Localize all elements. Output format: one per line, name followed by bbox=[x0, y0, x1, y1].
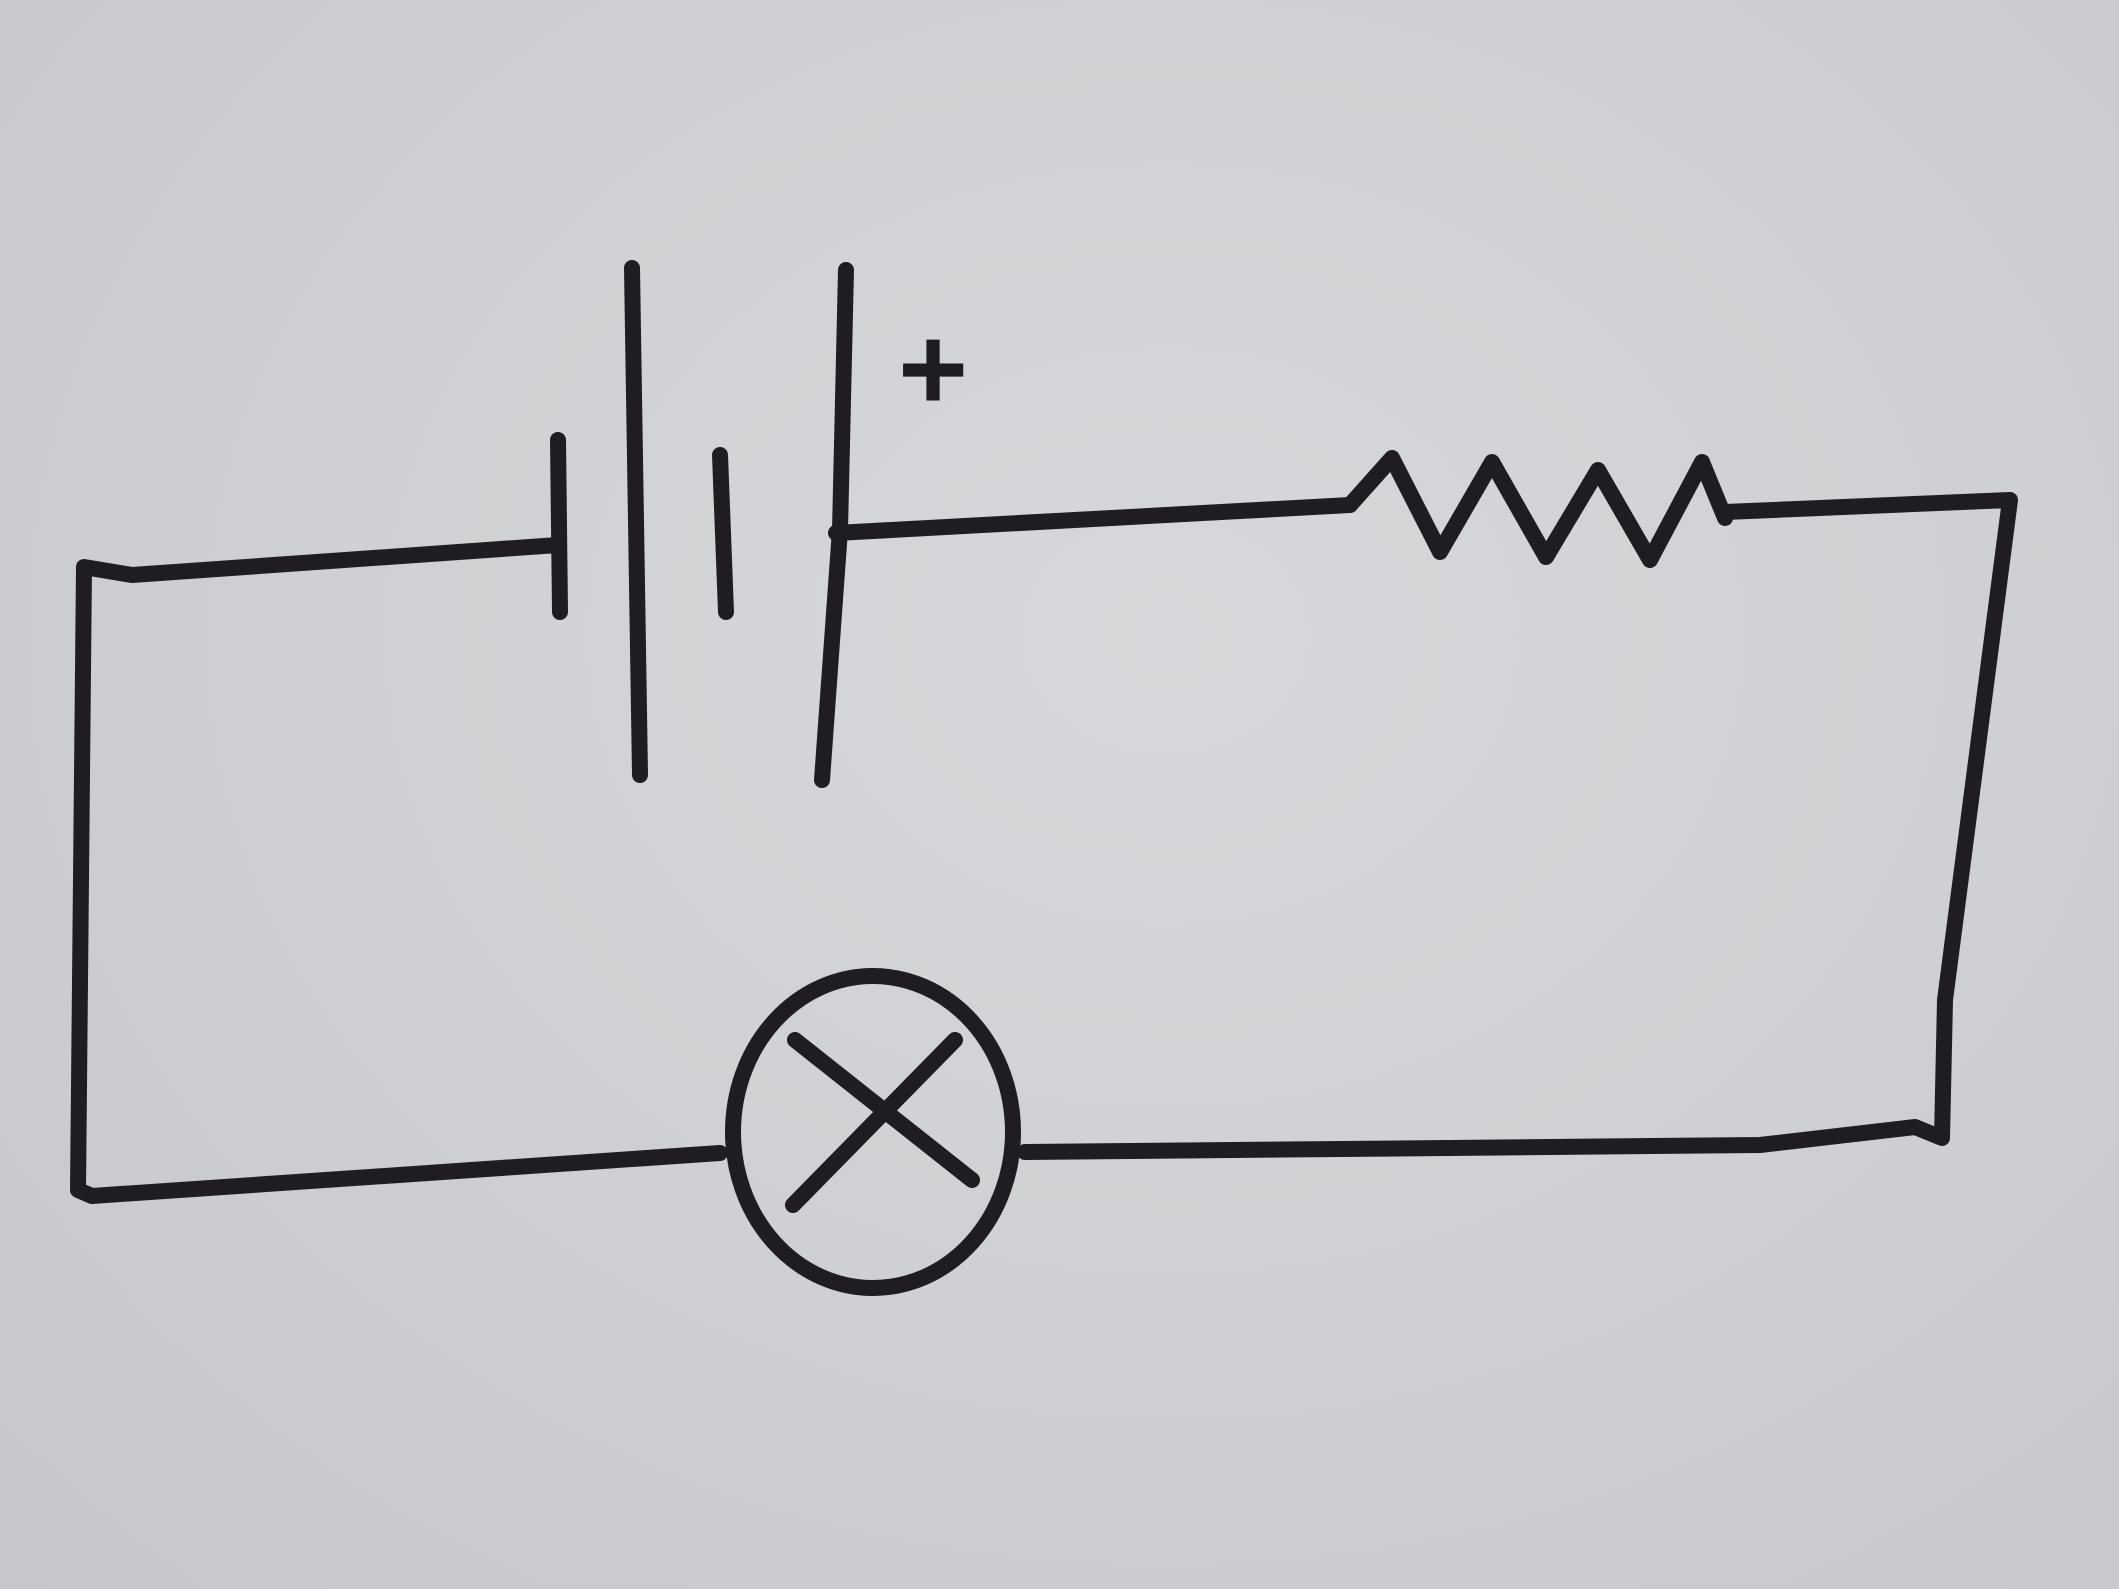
lamp-bulb-outline bbox=[725, 968, 1021, 1296]
wire-left-loop bbox=[70, 537, 728, 1204]
lamp-icon bbox=[725, 968, 1021, 1296]
battery-positive-marker: + bbox=[898, 302, 968, 436]
battery-positive-label: + bbox=[898, 302, 968, 436]
battery-cell-2-negative-plate bbox=[712, 447, 734, 620]
battery-cell-1-positive-plate bbox=[624, 260, 648, 783]
wire-right-loop bbox=[1017, 492, 2018, 1160]
wire-battery-to-resistor bbox=[828, 497, 1358, 541]
lamp-filament-cross-b bbox=[785, 1032, 963, 1213]
battery-symbol bbox=[550, 260, 854, 788]
resistor-zigzag bbox=[1342, 450, 1733, 568]
battery-cell-1-negative-plate bbox=[550, 432, 568, 620]
